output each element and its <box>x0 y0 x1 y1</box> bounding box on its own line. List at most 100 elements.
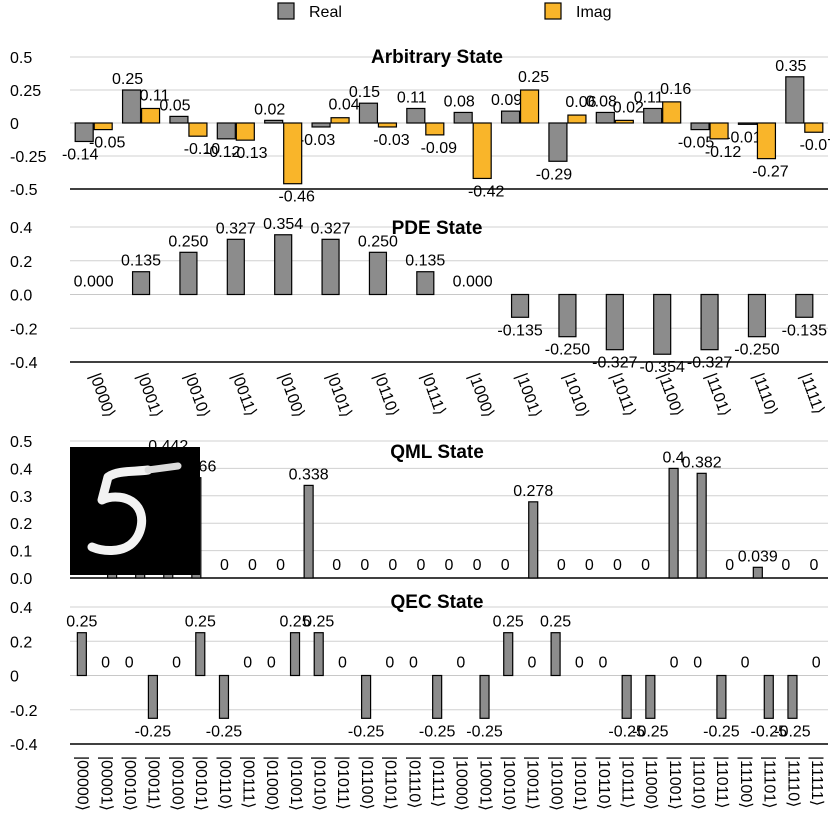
bar <box>377 122 398 128</box>
data-label: 0.135 <box>405 253 445 270</box>
data-label: 0 <box>641 557 650 574</box>
data-label: 0.250 <box>168 233 208 250</box>
data-label: -0.42 <box>468 183 505 200</box>
bar <box>567 114 587 124</box>
y-tick-label: -0.4 <box>10 737 38 754</box>
x-category-label: |11011⟩ <box>713 756 730 809</box>
data-label: 0.354 <box>263 216 303 233</box>
bar <box>195 632 206 677</box>
data-label: 0.25 <box>303 614 334 631</box>
data-label: -0.14 <box>62 146 99 163</box>
x-category-label: |11110⟩ <box>784 756 801 807</box>
data-label: -0.25 <box>466 723 503 740</box>
x-category-label: |0000⟩ <box>86 371 118 420</box>
bar <box>330 117 350 124</box>
bar <box>368 251 388 296</box>
x-category-label: |11000⟩ <box>642 756 659 810</box>
data-label: -0.25 <box>774 723 811 740</box>
y-tick-label: -0.4 <box>10 355 38 372</box>
panel-title: QEC State <box>391 592 484 613</box>
y-tick-label: 0.4 <box>10 461 32 478</box>
data-label: 0 <box>693 655 702 672</box>
bar <box>93 122 113 131</box>
data-label: 0 <box>670 655 679 672</box>
data-label: 0 <box>585 557 594 574</box>
bar <box>216 122 236 140</box>
data-label: 0.000 <box>453 274 493 291</box>
bar <box>218 674 230 719</box>
legend-label-real: Real <box>309 4 342 21</box>
y-tick-label: 0.2 <box>10 634 32 651</box>
x-category-label: |0101⟩ <box>323 371 355 420</box>
y-tick-label: -0.2 <box>10 703 38 720</box>
data-label: 0.11 <box>397 89 427 106</box>
x-category-label: |01100⟩ <box>358 756 375 810</box>
bar <box>274 234 293 296</box>
bar <box>643 107 663 124</box>
data-label: -0.25 <box>206 723 243 740</box>
y-tick-label: 0.1 <box>10 544 32 561</box>
bar <box>235 122 255 141</box>
data-label: 0 <box>416 557 425 574</box>
data-label: 0.25 <box>493 614 524 631</box>
data-label: 0.08 <box>444 93 475 110</box>
data-label: -0.46 <box>278 189 315 206</box>
panel-pde-state: 0.4 0.2 0.0 -0.2 -0.4 PDE State 0.000 0.135 0.25… <box>10 216 828 420</box>
bar <box>756 122 777 160</box>
bar <box>662 101 682 124</box>
data-label: 0 <box>172 655 181 672</box>
x-category-label: |00011⟩ <box>145 756 162 810</box>
data-label: 0 <box>725 557 734 574</box>
bar <box>303 484 314 579</box>
bar <box>614 119 634 124</box>
y-tick-label: 0.3 <box>10 489 32 506</box>
data-label: 0.278 <box>513 483 553 500</box>
x-category-label: |1111⟩ <box>797 371 828 417</box>
data-label: 0 <box>125 655 134 672</box>
y-tick-label: -0.25 <box>10 149 47 166</box>
x-category-label: |0001⟩ <box>133 371 165 420</box>
bar <box>763 674 774 719</box>
panel-title: PDE State <box>392 218 483 239</box>
x-category-label: |11101⟩ <box>761 756 778 809</box>
data-label: 0 <box>360 557 369 574</box>
bar <box>188 122 208 137</box>
y-tick-label: 0.2 <box>10 254 32 271</box>
bar <box>747 293 767 338</box>
data-label: 0 <box>456 655 465 672</box>
x-category-label: |1110⟩ <box>749 371 780 418</box>
y-tick-label: 0 <box>10 669 19 686</box>
bar <box>226 238 245 296</box>
data-label: 0.02 <box>254 101 285 118</box>
x-category-label: |10011⟩ <box>524 756 541 810</box>
y-tick-label: 0.4 <box>10 220 32 237</box>
x-category-label: |00000⟩ <box>74 756 91 811</box>
bar <box>179 251 198 296</box>
data-label: -0.25 <box>348 723 385 740</box>
bar <box>131 271 151 296</box>
x-category-label: |00110⟩ <box>216 756 233 810</box>
data-label: -0.03 <box>299 132 336 149</box>
data-label: 0 <box>409 655 418 672</box>
data-label: -0.327 <box>687 355 732 372</box>
x-category-label: |10101⟩ <box>571 756 588 811</box>
data-label: 0.039 <box>738 548 778 565</box>
digit-stroke <box>144 462 182 474</box>
bar <box>528 501 539 579</box>
legend-swatch-imag <box>544 2 562 20</box>
panel-arbitrary-state: 0.5 0.25 0 -0.25 -0.5 Arbitrary State -0.14 0.2… <box>10 47 830 206</box>
y-tick-label: 0.25 <box>10 83 41 100</box>
bar <box>548 122 568 162</box>
data-label: 0 <box>613 557 622 574</box>
y-tick-label: -0.5 <box>10 182 38 199</box>
data-label: 0 <box>501 557 510 574</box>
data-label: -0.13 <box>231 145 268 162</box>
data-label: 0.04 <box>328 97 359 114</box>
data-label: 0 <box>810 557 819 574</box>
y-tick-label: 0.2 <box>10 516 32 533</box>
bar <box>121 89 142 124</box>
data-label: 0 <box>473 557 482 574</box>
bar <box>605 293 624 351</box>
x-category-label: |0010⟩ <box>181 371 213 420</box>
